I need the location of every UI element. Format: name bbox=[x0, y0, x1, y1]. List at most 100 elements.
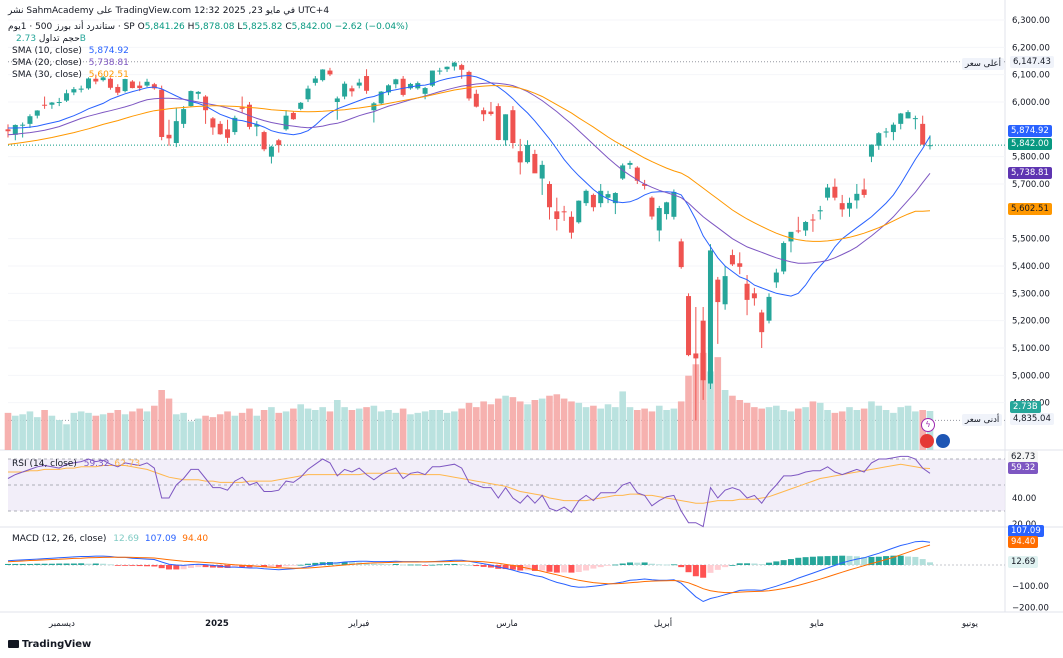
volume-bar bbox=[129, 411, 136, 450]
volume-bar bbox=[882, 410, 890, 450]
volume-bar bbox=[429, 410, 436, 450]
volume-bar bbox=[121, 414, 129, 450]
volume-bar bbox=[670, 408, 678, 450]
volume-bar bbox=[451, 411, 458, 450]
macd-histogram-bar bbox=[897, 555, 904, 565]
us-flag-icon[interactable] bbox=[936, 434, 950, 448]
candle-body bbox=[129, 81, 135, 89]
volume-bar bbox=[363, 407, 370, 450]
sma10-legend[interactable]: SMA (10, close) 5,874.92 bbox=[12, 45, 129, 57]
candle-body bbox=[781, 243, 787, 272]
signal-value: 94.40 bbox=[182, 534, 209, 544]
macd-histogram-bar bbox=[400, 564, 407, 566]
volume-bar bbox=[626, 407, 634, 450]
macd-histogram-bar bbox=[202, 565, 209, 568]
volume-bar bbox=[70, 412, 78, 450]
candle-body bbox=[422, 88, 428, 94]
volume-bar bbox=[92, 415, 100, 450]
candle-body bbox=[642, 184, 648, 186]
volume-bar bbox=[202, 415, 209, 450]
macd-histogram-bar bbox=[458, 564, 465, 565]
candle-body bbox=[107, 78, 113, 88]
macd-histogram-bar bbox=[209, 565, 216, 568]
volume-bar bbox=[12, 415, 19, 450]
low-value: 4,835.04 bbox=[1010, 413, 1054, 425]
macd-histogram-bar bbox=[678, 565, 685, 568]
macd-histogram-bar bbox=[861, 557, 868, 565]
macd-histogram-bar bbox=[641, 562, 648, 565]
volume-legend[interactable]: حجم تداول 2.73B bbox=[12, 33, 86, 45]
volume-bar bbox=[582, 407, 590, 450]
candle-body bbox=[195, 91, 201, 94]
candle-body bbox=[444, 66, 450, 70]
candle-body bbox=[173, 121, 179, 143]
volume-bar bbox=[802, 407, 809, 450]
candle-body bbox=[495, 106, 501, 140]
volume-bar bbox=[85, 412, 92, 450]
candle-body bbox=[868, 144, 874, 157]
macd-histogram-bar bbox=[151, 565, 158, 567]
candle-body bbox=[700, 320, 706, 381]
us-flag-icon[interactable] bbox=[920, 434, 934, 448]
macd-histogram-bar bbox=[685, 565, 692, 573]
tradingview-logo[interactable]: TradingView bbox=[8, 639, 91, 650]
macd-histogram-bar bbox=[883, 556, 890, 565]
volume-bar bbox=[370, 405, 378, 450]
volume-bar bbox=[246, 408, 253, 450]
sma20-legend[interactable]: SMA (20, close) 5,738.81 bbox=[12, 57, 129, 69]
rsi-legend[interactable]: RSI (14, close) 59.32 62.73 bbox=[12, 458, 140, 470]
sma30-legend[interactable]: SMA (30, close) 5,602.51 bbox=[12, 69, 129, 81]
price-tick-label: 5,000.00 bbox=[1012, 371, 1050, 381]
candle-body bbox=[817, 210, 823, 212]
macd-histogram-bar bbox=[348, 562, 355, 565]
macd-value: 107.09 bbox=[144, 534, 177, 544]
volume-bar bbox=[158, 390, 165, 450]
macd-histogram-bar bbox=[927, 562, 933, 565]
sma20-label: SMA (20, close) bbox=[12, 58, 82, 68]
candle-body bbox=[583, 190, 589, 204]
candle-body bbox=[85, 78, 91, 89]
volume-bar bbox=[619, 391, 626, 450]
macd-tick-label: −100.00 bbox=[1012, 582, 1049, 592]
macd-histogram-bar bbox=[246, 565, 253, 568]
volume-bar bbox=[282, 411, 290, 450]
macd-histogram-bar bbox=[648, 563, 655, 565]
macd-histogram-bar bbox=[392, 563, 399, 565]
macd-histogram-bar bbox=[144, 565, 151, 567]
signal-line bbox=[7, 544, 931, 594]
volume-bar bbox=[385, 410, 392, 450]
rsi-ma-tag: 62.73 bbox=[1008, 451, 1039, 463]
high-label: أعلى سعر bbox=[962, 58, 1004, 70]
macd-histogram-bar bbox=[85, 563, 92, 565]
macd-histogram-bar bbox=[502, 565, 509, 570]
macd-histogram-bar bbox=[407, 564, 414, 566]
volume-bar bbox=[560, 398, 568, 450]
candle-body bbox=[832, 186, 838, 198]
lightning-icon[interactable]: ϟ bbox=[921, 418, 935, 432]
macd-histogram-bar bbox=[26, 563, 33, 565]
candle-body bbox=[634, 167, 640, 181]
volume-bar bbox=[502, 395, 509, 450]
candle-body bbox=[876, 133, 882, 146]
candle-body bbox=[481, 110, 487, 115]
volume-bar bbox=[253, 415, 261, 450]
volume-bar bbox=[436, 410, 444, 450]
volume-bar bbox=[494, 398, 502, 450]
volume-bar bbox=[846, 407, 853, 450]
candle-body bbox=[503, 114, 509, 141]
volume-bar bbox=[63, 424, 70, 450]
candle-body bbox=[137, 85, 143, 89]
symbol-name[interactable]: ستاندرد أند بورز 500 · 1يوم · SP bbox=[8, 22, 135, 32]
macd-legend[interactable]: MACD (12, 26, close) 12.69 107.09 94.40 bbox=[12, 533, 208, 545]
candle-body bbox=[729, 255, 735, 265]
candle-body bbox=[554, 211, 560, 219]
macd-histogram-bar bbox=[473, 565, 480, 567]
volume-bar bbox=[699, 352, 707, 450]
price-tick-label: 5,400.00 bbox=[1012, 262, 1050, 272]
macd-histogram-bar bbox=[751, 563, 758, 565]
volume-bar bbox=[407, 414, 414, 450]
candle-body bbox=[459, 65, 465, 70]
price-tick-label: 6,100.00 bbox=[1012, 71, 1050, 81]
volume-bar bbox=[348, 410, 356, 450]
